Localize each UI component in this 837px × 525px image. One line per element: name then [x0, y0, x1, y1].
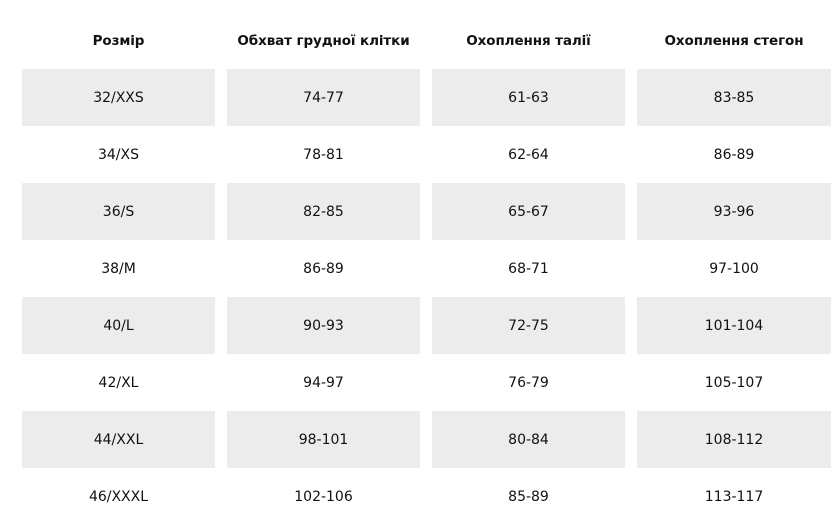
cell-waist: 85-89 — [508, 488, 549, 505]
header-hips: Охоплення стегон — [664, 32, 804, 49]
table-row: 32/XXS 74-77 61-63 83-85 — [22, 69, 837, 126]
cell-hips: 108-112 — [637, 411, 831, 468]
cell-hips: 101-104 — [637, 297, 831, 354]
cell-chest: 98-101 — [227, 411, 420, 468]
cell-chest: 102-106 — [294, 488, 353, 505]
cell-size: 38/M — [101, 260, 136, 277]
table-row: 46/XXXL 102-106 85-89 113-117 — [22, 468, 837, 525]
cell-waist: 72-75 — [432, 297, 625, 354]
cell-chest: 86-89 — [303, 260, 344, 277]
table-row: 42/XL 94-97 76-79 105-107 — [22, 354, 837, 411]
cell-chest: 82-85 — [227, 183, 420, 240]
cell-size: 46/XXXL — [88, 488, 149, 505]
cell-hips: 83-85 — [637, 69, 831, 126]
cell-chest: 78-81 — [303, 146, 344, 163]
table-row: 38/M 86-89 68-71 97-100 — [22, 240, 837, 297]
header-chest: Обхват грудної клітки — [237, 32, 410, 49]
cell-hips: 97-100 — [709, 260, 759, 277]
cell-size: 36/S — [22, 183, 215, 240]
table-row: 44/XXL 98-101 80-84 108-112 — [22, 411, 837, 468]
cell-chest: 90-93 — [227, 297, 420, 354]
cell-hips: 113-117 — [704, 488, 764, 505]
cell-hips: 105-107 — [704, 374, 764, 391]
table-row: 40/L 90-93 72-75 101-104 — [22, 297, 837, 354]
size-chart-table: Розмір Обхват грудної клітки Охоплення т… — [22, 12, 837, 525]
cell-waist: 62-64 — [508, 146, 549, 163]
header-size: Розмір — [92, 32, 145, 49]
cell-chest: 74-77 — [227, 69, 420, 126]
cell-size: 44/XXL — [22, 411, 215, 468]
table-row: 36/S 82-85 65-67 93-96 — [22, 183, 837, 240]
header-waist: Охоплення талії — [466, 32, 591, 49]
cell-size: 42/XL — [98, 374, 139, 391]
cell-hips: 86-89 — [713, 146, 755, 163]
cell-waist: 80-84 — [432, 411, 625, 468]
cell-waist: 61-63 — [432, 69, 625, 126]
cell-size: 34/XS — [97, 146, 139, 163]
table-row: 34/XS 78-81 62-64 86-89 — [22, 126, 837, 183]
cell-size: 32/XXS — [22, 69, 215, 126]
table-header-row: Розмір Обхват грудної клітки Охоплення т… — [22, 12, 837, 69]
cell-waist: 65-67 — [432, 183, 625, 240]
cell-waist: 68-71 — [508, 260, 549, 277]
cell-hips: 93-96 — [637, 183, 831, 240]
cell-size: 40/L — [22, 297, 215, 354]
cell-waist: 76-79 — [508, 374, 549, 391]
cell-chest: 94-97 — [303, 374, 344, 391]
